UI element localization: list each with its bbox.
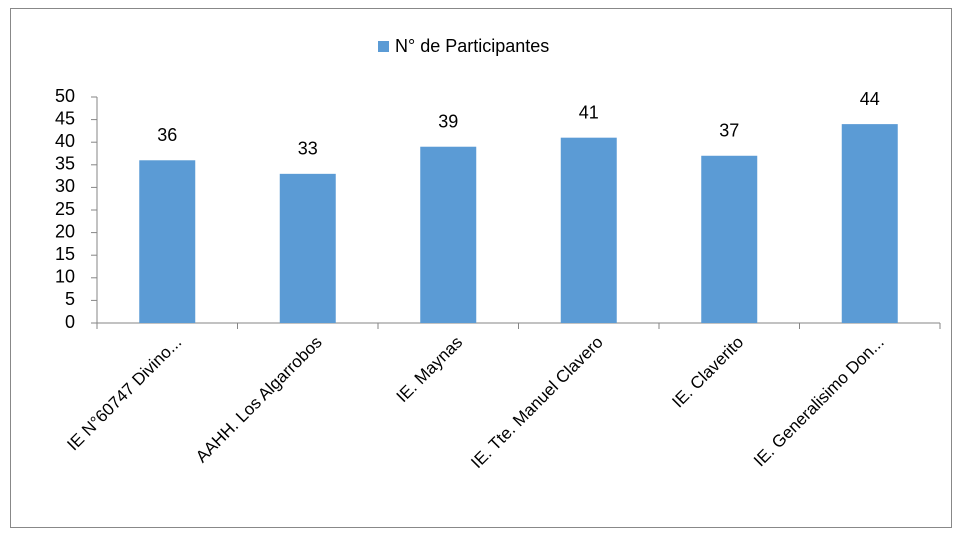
y-tick-label: 10 — [55, 267, 75, 287]
y-tick-label: 50 — [55, 86, 75, 106]
bar — [560, 137, 617, 323]
bar — [841, 124, 898, 324]
y-tick-label: 35 — [55, 154, 75, 174]
bar — [701, 155, 758, 323]
value-label: 33 — [298, 139, 318, 159]
y-tick-label: 15 — [55, 244, 75, 264]
y-tick-label: 30 — [55, 176, 75, 196]
bar — [139, 160, 196, 323]
value-label: 44 — [860, 89, 880, 109]
value-label: 37 — [719, 121, 739, 141]
legend-swatch — [378, 41, 389, 52]
y-tick-label: 25 — [55, 199, 75, 219]
legend-label: N° de Participantes — [395, 36, 549, 56]
y-tick-label: 0 — [65, 312, 75, 332]
value-label: 41 — [579, 102, 599, 122]
value-label: 39 — [438, 111, 458, 131]
value-label: 36 — [157, 125, 177, 145]
bar — [420, 146, 477, 323]
y-tick-label: 45 — [55, 108, 75, 128]
y-tick-label: 20 — [55, 221, 75, 241]
y-tick-label: 5 — [65, 289, 75, 309]
y-tick-label: 40 — [55, 131, 75, 151]
bar — [279, 173, 336, 323]
